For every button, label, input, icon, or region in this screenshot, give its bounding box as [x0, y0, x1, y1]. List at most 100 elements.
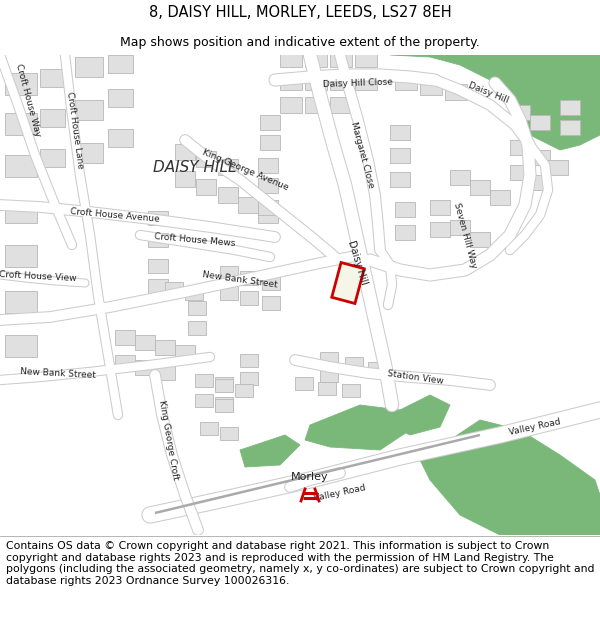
Polygon shape	[470, 180, 490, 195]
Polygon shape	[260, 115, 280, 130]
Polygon shape	[188, 321, 206, 335]
Polygon shape	[240, 271, 258, 285]
Polygon shape	[5, 113, 37, 135]
Polygon shape	[135, 335, 155, 350]
Polygon shape	[430, 222, 450, 237]
Polygon shape	[470, 232, 490, 247]
Polygon shape	[305, 97, 327, 113]
Text: King George Avenue: King George Avenue	[200, 148, 289, 192]
Text: Daisy Hill: Daisy Hill	[467, 81, 509, 105]
Text: Valley Road: Valley Road	[508, 417, 562, 437]
Polygon shape	[148, 259, 168, 273]
Text: Croft House Mews: Croft House Mews	[154, 232, 236, 248]
Polygon shape	[175, 144, 195, 160]
Polygon shape	[305, 51, 327, 67]
Polygon shape	[318, 382, 336, 395]
Polygon shape	[40, 149, 65, 167]
Polygon shape	[390, 148, 410, 163]
Polygon shape	[430, 200, 450, 215]
Polygon shape	[342, 384, 360, 397]
Polygon shape	[148, 211, 168, 225]
Polygon shape	[195, 374, 213, 387]
Polygon shape	[420, 79, 442, 95]
Text: Margaret Close: Margaret Close	[349, 121, 375, 189]
Polygon shape	[115, 330, 135, 345]
Polygon shape	[560, 100, 580, 115]
Text: Seven Hill Way: Seven Hill Way	[452, 201, 478, 269]
Polygon shape	[420, 420, 600, 535]
Polygon shape	[548, 160, 568, 175]
Polygon shape	[135, 360, 155, 375]
Polygon shape	[40, 109, 65, 127]
Polygon shape	[560, 505, 600, 535]
Polygon shape	[240, 435, 300, 467]
Polygon shape	[220, 286, 238, 300]
Polygon shape	[195, 394, 213, 407]
Polygon shape	[258, 158, 278, 173]
Polygon shape	[530, 115, 550, 130]
Polygon shape	[258, 200, 278, 215]
Polygon shape	[240, 372, 258, 385]
Polygon shape	[530, 150, 550, 165]
Polygon shape	[215, 377, 233, 390]
Polygon shape	[390, 125, 410, 140]
Polygon shape	[108, 129, 133, 147]
Polygon shape	[218, 159, 238, 175]
Polygon shape	[395, 202, 415, 217]
Polygon shape	[510, 165, 530, 180]
Polygon shape	[520, 55, 600, 80]
Polygon shape	[185, 287, 203, 300]
Polygon shape	[280, 51, 302, 67]
Polygon shape	[355, 74, 377, 90]
Polygon shape	[5, 73, 37, 95]
Text: Croft House Avenue: Croft House Avenue	[70, 207, 160, 223]
Polygon shape	[240, 291, 258, 305]
Text: Croft House Lane: Croft House Lane	[65, 91, 85, 169]
Text: Daisy Hill: Daisy Hill	[346, 239, 370, 286]
Polygon shape	[175, 345, 195, 360]
Polygon shape	[240, 354, 258, 367]
Polygon shape	[280, 74, 302, 90]
Text: Map shows position and indicative extent of the property.: Map shows position and indicative extent…	[120, 36, 480, 49]
Polygon shape	[238, 197, 258, 213]
Polygon shape	[368, 362, 386, 375]
Text: 8, DAISY HILL, MORLEY, LEEDS, LS27 8EH: 8, DAISY HILL, MORLEY, LEEDS, LS27 8EH	[149, 4, 451, 19]
Polygon shape	[258, 178, 278, 193]
Polygon shape	[175, 171, 195, 187]
Text: New Bank Street: New Bank Street	[202, 270, 278, 290]
Polygon shape	[262, 276, 280, 290]
Polygon shape	[215, 379, 233, 392]
Polygon shape	[188, 301, 206, 315]
Text: DAISY HILL: DAISY HILL	[153, 159, 237, 174]
Polygon shape	[510, 140, 530, 155]
Polygon shape	[196, 151, 216, 167]
Polygon shape	[490, 190, 510, 205]
Polygon shape	[510, 105, 530, 120]
Polygon shape	[330, 51, 352, 67]
Text: Station View: Station View	[386, 369, 444, 386]
Polygon shape	[295, 377, 313, 390]
Polygon shape	[395, 74, 417, 90]
Polygon shape	[148, 233, 168, 247]
Polygon shape	[220, 427, 238, 440]
Polygon shape	[200, 422, 218, 435]
Text: King George Croft: King George Croft	[157, 399, 179, 481]
Polygon shape	[320, 352, 338, 365]
Polygon shape	[155, 340, 175, 355]
Polygon shape	[345, 357, 363, 370]
Polygon shape	[5, 335, 37, 357]
Polygon shape	[108, 89, 133, 107]
Polygon shape	[148, 279, 168, 293]
Text: Croft House View: Croft House View	[0, 271, 77, 284]
Polygon shape	[380, 395, 450, 435]
Polygon shape	[5, 245, 37, 267]
Polygon shape	[560, 120, 580, 135]
Polygon shape	[5, 155, 37, 177]
Polygon shape	[108, 55, 133, 73]
Polygon shape	[280, 97, 302, 113]
Polygon shape	[305, 74, 327, 90]
Polygon shape	[262, 296, 280, 310]
Polygon shape	[115, 355, 135, 370]
Polygon shape	[355, 51, 377, 67]
Polygon shape	[390, 172, 410, 187]
